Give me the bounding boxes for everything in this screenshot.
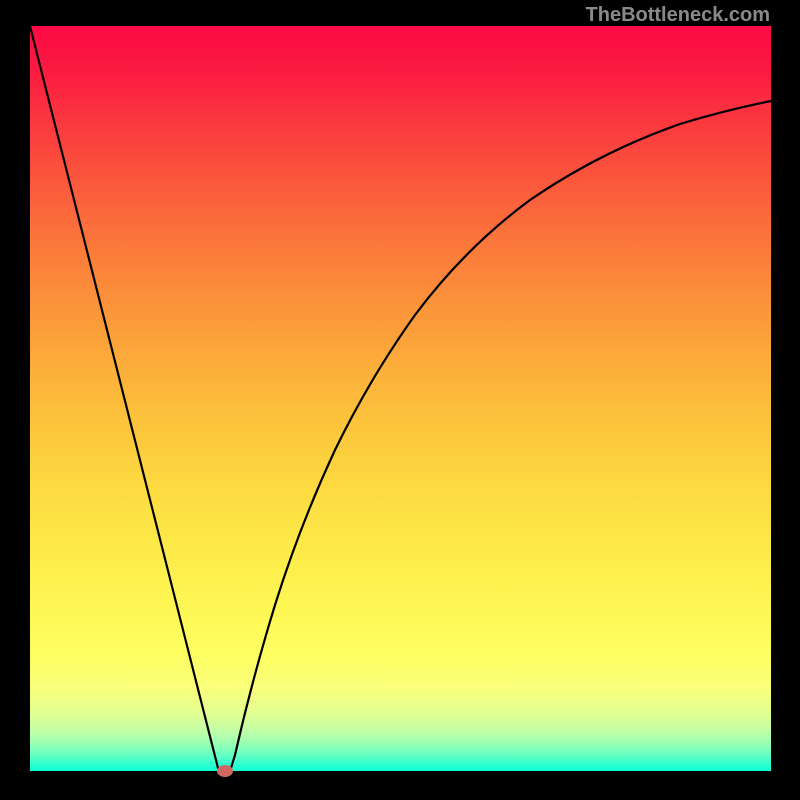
min-marker bbox=[217, 765, 233, 777]
plot-background bbox=[30, 26, 771, 771]
watermark-text: TheBottleneck.com bbox=[586, 4, 770, 27]
bottleneck-chart bbox=[0, 0, 800, 800]
chart-container: TheBottleneck.com bbox=[0, 0, 800, 800]
